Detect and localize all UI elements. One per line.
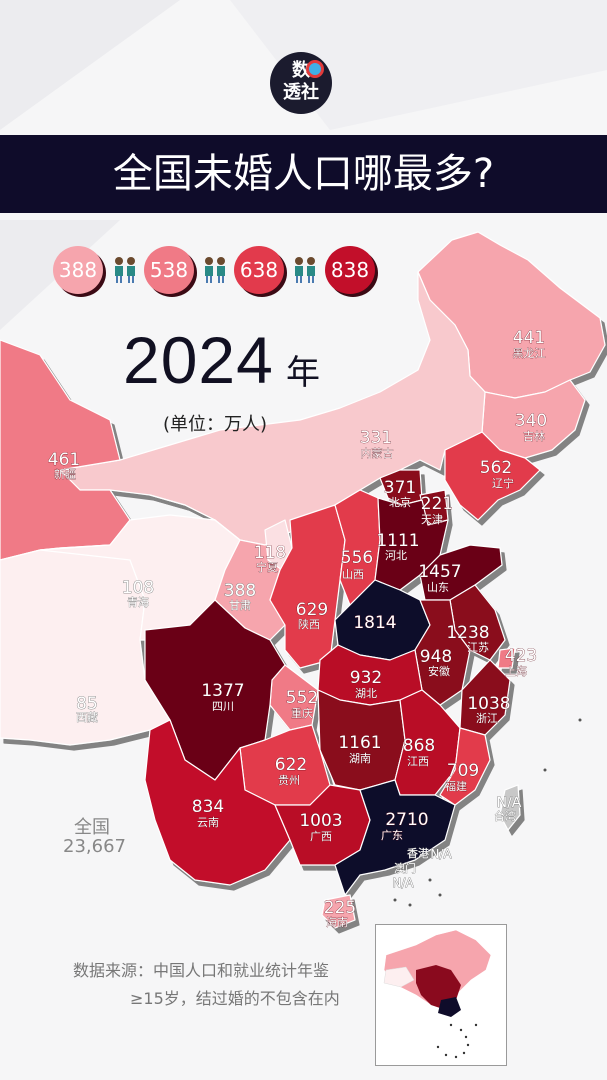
value-neimenggu: 331: [360, 428, 392, 448]
value-hunan: 1161: [338, 733, 381, 753]
name-shanxi: 山西: [342, 568, 364, 581]
name-shandong: 山东: [427, 581, 449, 594]
value-shanxi: 556: [341, 548, 373, 568]
name-hebei: 河北: [385, 549, 407, 562]
name-hainan: 海南: [326, 915, 348, 929]
name-yunnan: 云南: [197, 816, 219, 829]
name-chongqing: 重庆: [291, 706, 313, 720]
value-hubei: 932: [350, 668, 382, 688]
legend-swatch-2: 538: [144, 246, 194, 294]
value-shandong: 1457: [418, 562, 461, 582]
name-xizang: 西藏: [76, 711, 98, 724]
name-macau: 澳门: [394, 861, 416, 875]
value-guangxi: 1003: [299, 811, 342, 831]
legend-swatch-1: 388: [53, 246, 103, 294]
unit-note: (单位：万人): [163, 414, 268, 435]
brand-logo: 数 透社: [270, 52, 332, 114]
value-heilongjiang: 441: [513, 328, 545, 348]
value-taiwan: N/A: [497, 795, 522, 811]
total-label: 全国: [74, 817, 110, 838]
value-hebei: 1111: [376, 531, 419, 551]
region-jiangxi: [394, 689, 461, 796]
name-neimenggu: 内蒙古: [361, 446, 394, 460]
region-gansu: [149, 494, 286, 641]
value-ningxia: 118: [254, 543, 286, 563]
region-liaoning: [444, 431, 541, 521]
name-zhejiang: 浙江: [476, 712, 498, 725]
value-tianjin: 221: [421, 494, 453, 514]
legend-swatch-4: 838: [325, 246, 375, 294]
value-yunnan: 834: [192, 797, 224, 817]
name-shanghai: 上海: [505, 664, 527, 678]
name-jilin: 吉林: [523, 429, 545, 443]
name-xinjiang: 新疆: [54, 467, 76, 481]
south-sea-islands: [393, 718, 582, 907]
value-gansu: 388: [224, 581, 256, 601]
logo-text: 数 透社: [283, 60, 319, 103]
data-source: 数据来源：中国人口和就业统计年鉴: [73, 961, 330, 980]
couple-icon: [295, 257, 315, 283]
value-fujian: 709: [447, 761, 479, 781]
south-china-sea-inset: [375, 924, 507, 1066]
name-anhui: 安徽: [428, 664, 450, 678]
name-guizhou: 贵州: [278, 774, 300, 787]
value-qinghai: 108: [122, 578, 154, 598]
region-shanghai: [497, 647, 516, 669]
region-guangdong: [334, 779, 456, 896]
region-hainan: [321, 894, 356, 929]
region-taiwan: [499, 784, 521, 831]
region-anhui: [414, 599, 471, 706]
value-hongkong: N/A: [430, 847, 452, 861]
name-guangxi: 广西: [310, 830, 332, 843]
value-guizhou: 622: [275, 755, 307, 775]
footnote: ≥15岁，结过婚的不包含在内: [130, 989, 340, 1008]
title-bar: 全国未婚人口哪最多?: [0, 135, 607, 213]
value-liaoning: 562: [480, 458, 512, 478]
value-hainan: 225: [324, 898, 356, 918]
value-guangdong: 2710: [385, 810, 428, 830]
name-heilongjiang: 黑龙江: [513, 347, 546, 360]
region-fujian: [439, 727, 491, 806]
value-zhejiang: 1038: [467, 694, 510, 714]
value-anhui: 948: [420, 647, 452, 667]
name-taiwan: 台湾: [494, 809, 516, 823]
couple-icon: [115, 257, 135, 283]
value-chongqing: 552: [286, 688, 318, 708]
value-shanghai: 423: [505, 646, 537, 666]
name-jiangxi: 江西: [407, 755, 429, 768]
value-jilin: 340: [515, 411, 547, 431]
name-hunan: 湖南: [349, 752, 371, 765]
value-jiangsu: 1238: [446, 623, 489, 643]
value-shaanxi: 629: [296, 600, 328, 620]
name-hongkong: 香港: [407, 847, 429, 860]
name-qinghai: 青海: [127, 595, 149, 609]
value-jiangxi: 868: [403, 736, 435, 756]
couple-icon: [205, 257, 225, 283]
name-beijing: 北京: [389, 495, 411, 509]
name-hubei: 湖北: [355, 687, 377, 700]
legend-swatch-3: 638: [234, 246, 284, 294]
name-gansu: 甘肃: [229, 599, 251, 612]
name-jiangsu: 江苏: [467, 641, 489, 654]
value-macau: N/A: [392, 876, 414, 890]
name-guangdong: 广东: [381, 829, 403, 842]
total-value: 23,667: [63, 836, 126, 857]
name-tianjin: 天津: [421, 513, 443, 526]
inset-map: [383, 929, 492, 1059]
name-fujian: 福建: [445, 779, 467, 793]
name-liaoning: 辽宁: [492, 476, 514, 490]
magnifier-icon: [306, 60, 324, 78]
value-henan: 1814: [353, 613, 396, 633]
name-sichuan: 四川: [212, 700, 234, 713]
year-unit: 年: [286, 353, 320, 393]
name-shaanxi: 陕西: [298, 617, 320, 631]
value-xizang: 85: [76, 694, 98, 714]
value-xinjiang: 461: [48, 450, 80, 470]
name-ningxia: 宁夏: [256, 560, 278, 574]
value-sichuan: 1377: [201, 681, 244, 701]
page-title: 全国未婚人口哪最多?: [112, 151, 495, 197]
value-beijing: 371: [384, 478, 416, 498]
year-number: 2024: [123, 323, 274, 397]
